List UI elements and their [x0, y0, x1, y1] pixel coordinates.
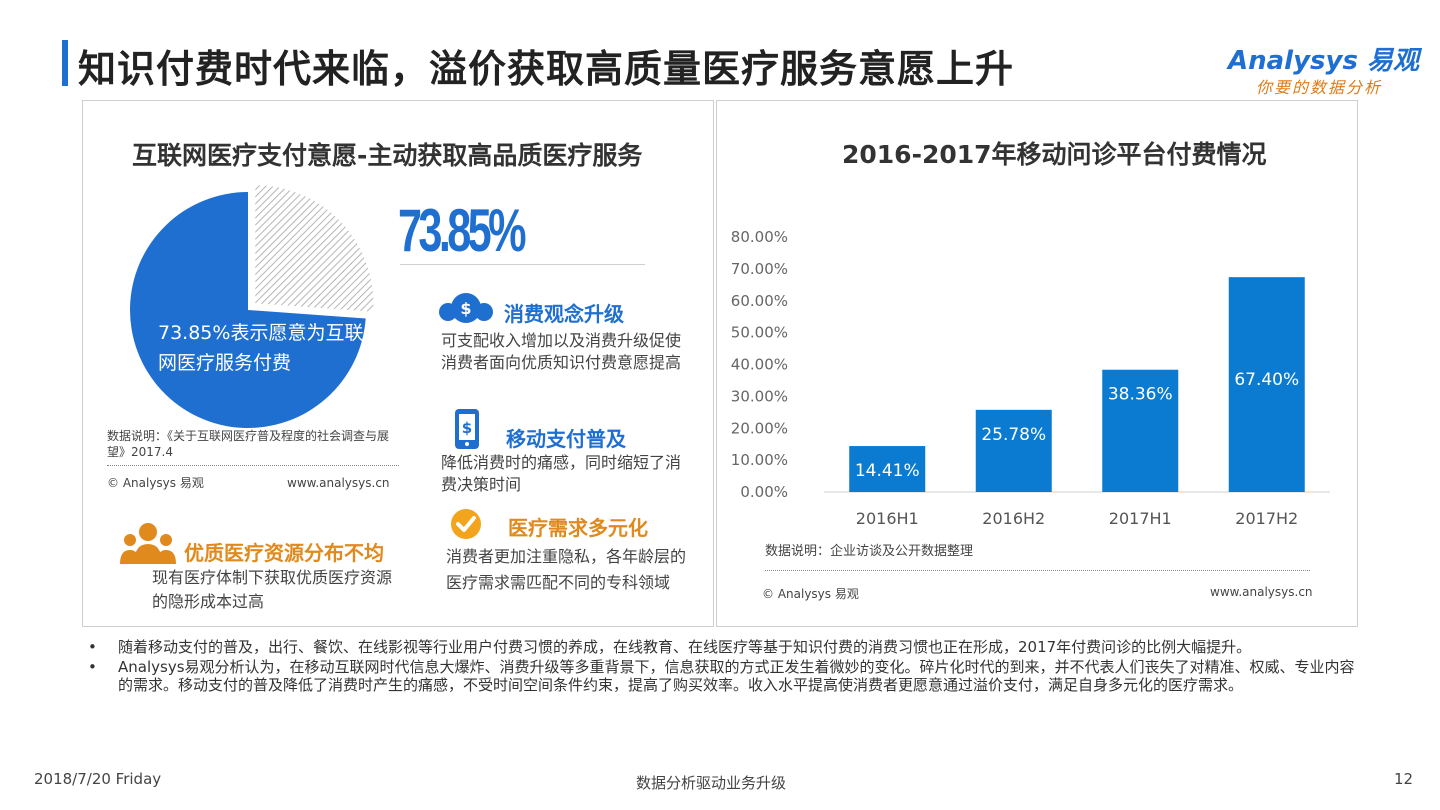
bar-value-label: 25.78%	[981, 425, 1046, 445]
left-panel-title: 互联网医疗支付意愿-主动获取高品质医疗服务	[132, 141, 643, 170]
brand-tagline: 你要的数据分析	[1256, 78, 1383, 97]
right-note-divider	[765, 570, 1310, 571]
bar-2016H1	[849, 446, 926, 492]
left-data-note: 数据说明：《关于互联网医疗普及程度的社会调查与展望》2017.4	[107, 429, 390, 459]
money-bag-icon: $	[439, 293, 493, 323]
bar-2017H1	[1102, 369, 1179, 492]
pie-label: 73.85%表示愿意为互联网医疗服务付费	[158, 322, 364, 374]
y-tick-label: 40.00%	[731, 356, 788, 374]
page-number: 12	[1394, 770, 1414, 788]
bar-value-label: 67.40%	[1234, 370, 1299, 390]
y-tick-label: 80.00%	[731, 228, 788, 246]
right-website: www.analysys.cn	[1210, 585, 1313, 599]
feature-text-diversified: 消费者更加注重隐私，各年龄层的医疗需求需匹配不同的专科领域	[446, 547, 687, 592]
right-data-note: 数据说明：企业访谈及公开数据整理	[765, 544, 974, 559]
y-tick-label: 10.00%	[731, 451, 788, 469]
x-category-label: 2016H2	[982, 509, 1045, 528]
footer-date: 2018/7/20 Friday	[34, 770, 162, 788]
feature-text-mobile-pay: 降低消费时的痛感，同时缩短了消费决策时间	[441, 453, 682, 494]
footer-center: 数据分析驱动业务升级	[636, 774, 787, 792]
people-group-icon	[120, 523, 176, 564]
brand-logo: Analysys 易观	[1228, 46, 1419, 76]
divider	[400, 264, 645, 265]
right-copyright: © Analysys 易观	[762, 587, 859, 601]
y-tick-label: 20.00%	[731, 419, 788, 437]
feature-text-consumption: 可支配收入增加以及消费升级促使消费者面向优质知识付费意愿提高	[441, 331, 682, 372]
bar-chart: 0.00% 10.00% 20.00% 30.00% 40.00% 50.00% 60.00…	[731, 228, 1330, 528]
y-tick-label: 30.00%	[731, 387, 788, 405]
y-tick-label: 0.00%	[740, 483, 788, 501]
pie-chart	[130, 185, 374, 428]
feature-title-resources: 优质医疗资源分布不均	[184, 541, 384, 565]
x-category-label: 2016H1	[856, 509, 919, 528]
bar-2017H2	[1228, 277, 1305, 492]
bar-value-label: 38.36%	[1108, 385, 1173, 405]
x-category-label: 2017H1	[1109, 509, 1172, 528]
x-category-label: 2017H2	[1235, 509, 1298, 528]
pie-slice-willing	[130, 192, 366, 428]
mobile-pay-icon: $	[455, 409, 479, 449]
bar-2016H2	[975, 409, 1052, 492]
right-panel-title: 2016-2017年移动问诊平台付费情况	[842, 140, 1267, 169]
y-tick-label: 50.00%	[731, 324, 788, 342]
bar-value-label: 14.41%	[855, 461, 920, 481]
checkmark-icon	[451, 509, 481, 539]
pie-slice-other	[255, 185, 374, 312]
page-title: 知识付费时代来临，溢价获取高质量医疗服务意愿上升	[78, 47, 1015, 91]
feature-title-consumption: 消费观念升级	[504, 302, 624, 326]
svg-text:$: $	[460, 299, 471, 318]
feature-title-mobile-pay: 移动支付普及	[506, 427, 626, 451]
note-divider	[107, 465, 399, 466]
svg-text:$: $	[462, 419, 472, 437]
y-tick-label: 60.00%	[731, 292, 788, 310]
summary-bullets: 随着移动支付的普及，出行、餐饮、在线影视等行业用户付费习惯的养成，在线教育、在线…	[88, 638, 1368, 696]
bullet-item: 随着移动支付的普及，出行、餐饮、在线影视等行业用户付费习惯的养成，在线教育、在线…	[88, 638, 1368, 656]
big-percent: 73.85%	[398, 197, 527, 264]
title-accent-bar	[62, 40, 68, 86]
feature-title-diversified: 医疗需求多元化	[508, 516, 648, 540]
feature-text-resources: 现有医疗体制下获取优质医疗资源的隐形成本过高	[152, 568, 393, 611]
bullet-item: Analysys易观分析认为，在移动互联网时代信息大爆炸、消费升级等多重背景下，…	[88, 658, 1368, 694]
left-copyright: © Analysys 易观	[107, 476, 204, 490]
y-tick-label: 70.00%	[731, 260, 788, 278]
left-website: www.analysys.cn	[287, 476, 390, 490]
